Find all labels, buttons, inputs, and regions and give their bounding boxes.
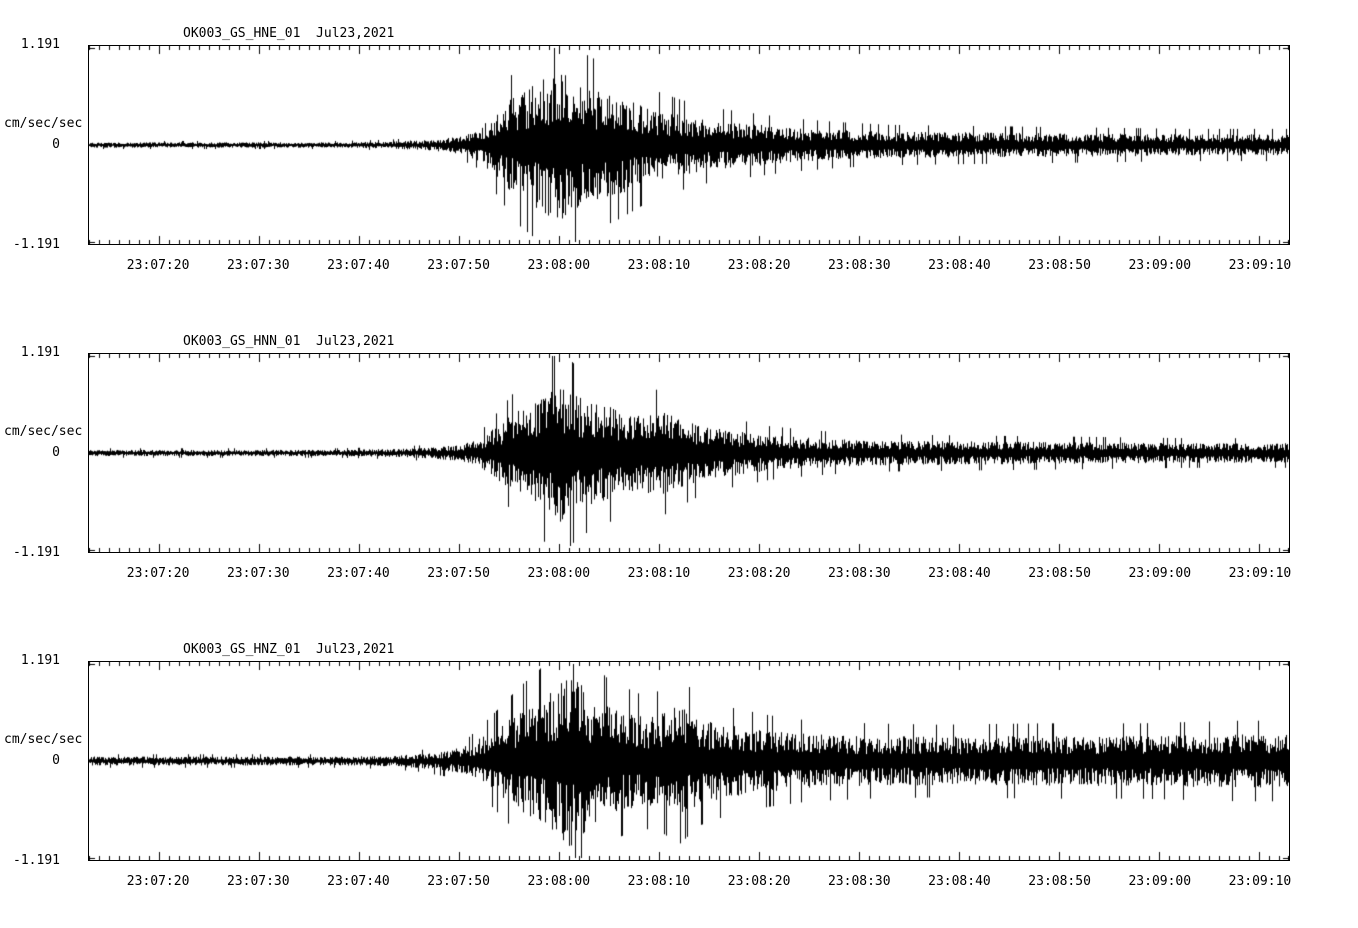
chart-panel-hnz: OK003_GS_HNZ_01 Jul23,2021 1.191 cm/sec/… xyxy=(0,628,1358,928)
y-tick-label-max: 1.191 xyxy=(20,345,60,360)
y-tick-label-zero: 0 xyxy=(52,753,60,768)
x-tick-label: 23:07:50 xyxy=(427,258,490,273)
x-tick-label: 23:08:20 xyxy=(727,566,791,581)
chart-title: OK003_GS_HNZ_01 Jul23,2021 xyxy=(183,642,395,657)
x-tick-label: 23:07:20 xyxy=(126,258,190,273)
seismogram-canvas xyxy=(89,46,1289,244)
x-tick-label: 23:07:50 xyxy=(427,566,490,581)
x-tick-label: 23:08:30 xyxy=(827,566,891,581)
x-tick-label: 23:08:10 xyxy=(627,258,691,273)
x-tick-label: 23:09:00 xyxy=(1128,874,1192,889)
y-tick-label-max: 1.191 xyxy=(20,37,60,52)
y-tick-label-min: -1.191 xyxy=(13,853,60,868)
x-tick-label: 23:09:10 xyxy=(1228,566,1292,581)
y-axis-unit-label: cm/sec/sec xyxy=(4,424,83,439)
plot-frame xyxy=(88,45,1290,245)
chart-title: OK003_GS_HNE_01 Jul23,2021 xyxy=(183,26,395,41)
y-tick-label-zero: 0 xyxy=(52,137,60,152)
x-tick-label: 23:08:30 xyxy=(827,874,891,889)
x-tick-label: 23:09:10 xyxy=(1228,874,1292,889)
chart-title: OK003_GS_HNN_01 Jul23,2021 xyxy=(183,334,395,349)
x-tick-label: 23:07:20 xyxy=(126,566,190,581)
x-tick-label: 23:07:40 xyxy=(327,566,390,581)
x-tick-label: 23:08:20 xyxy=(727,874,791,889)
plot-frame xyxy=(88,353,1290,553)
x-tick-label: 23:08:10 xyxy=(627,566,691,581)
x-tick-label: 23:07:30 xyxy=(226,874,290,889)
chart-panel-hnn: OK003_GS_HNN_01 Jul23,2021 1.191 cm/sec/… xyxy=(0,320,1358,620)
y-axis-unit-label: cm/sec/sec xyxy=(4,116,83,131)
x-axis-labels: 23:07:20 23:07:30 23:07:40 23:07:50 23:08:00… xyxy=(0,874,1358,890)
seismogram-canvas xyxy=(89,662,1289,860)
x-tick-label: 23:08:50 xyxy=(1028,258,1091,273)
x-tick-label: 23:07:30 xyxy=(226,566,290,581)
x-tick-label: 23:08:00 xyxy=(527,566,591,581)
y-tick-label-min: -1.191 xyxy=(13,237,60,252)
x-tick-label: 23:09:00 xyxy=(1128,566,1192,581)
x-tick-label: 23:08:40 xyxy=(928,566,991,581)
x-tick-label: 23:08:00 xyxy=(527,258,591,273)
x-tick-label: 23:07:20 xyxy=(126,874,190,889)
x-tick-label: 23:07:30 xyxy=(226,258,290,273)
x-axis-labels: 23:07:20 23:07:30 23:07:40 23:07:50 23:08:00… xyxy=(0,566,1358,582)
y-tick-label-zero: 0 xyxy=(52,445,60,460)
x-tick-label: 23:08:00 xyxy=(527,874,591,889)
x-tick-label: 23:07:40 xyxy=(327,258,390,273)
x-tick-label: 23:08:40 xyxy=(928,258,991,273)
plot-frame xyxy=(88,661,1290,861)
y-tick-label-min: -1.191 xyxy=(13,545,60,560)
x-tick-label: 23:08:50 xyxy=(1028,874,1091,889)
chart-panel-hne: OK003_GS_HNE_01 Jul23,2021 1.191 cm/sec/… xyxy=(0,12,1358,312)
y-axis-unit-label: cm/sec/sec xyxy=(4,732,83,747)
x-tick-label: 23:08:30 xyxy=(827,258,891,273)
x-tick-label: 23:09:10 xyxy=(1228,258,1292,273)
x-tick-label: 23:08:50 xyxy=(1028,566,1091,581)
x-tick-label: 23:07:40 xyxy=(327,874,390,889)
x-axis-labels: 23:07:20 23:07:30 23:07:40 23:07:50 23:08:00… xyxy=(0,258,1358,274)
x-tick-label: 23:08:20 xyxy=(727,258,791,273)
seismogram-canvas xyxy=(89,354,1289,552)
x-tick-label: 23:08:40 xyxy=(928,874,991,889)
x-tick-label: 23:07:50 xyxy=(427,874,490,889)
y-tick-label-max: 1.191 xyxy=(20,653,60,668)
x-tick-label: 23:08:10 xyxy=(627,874,691,889)
x-tick-label: 23:09:00 xyxy=(1128,258,1192,273)
